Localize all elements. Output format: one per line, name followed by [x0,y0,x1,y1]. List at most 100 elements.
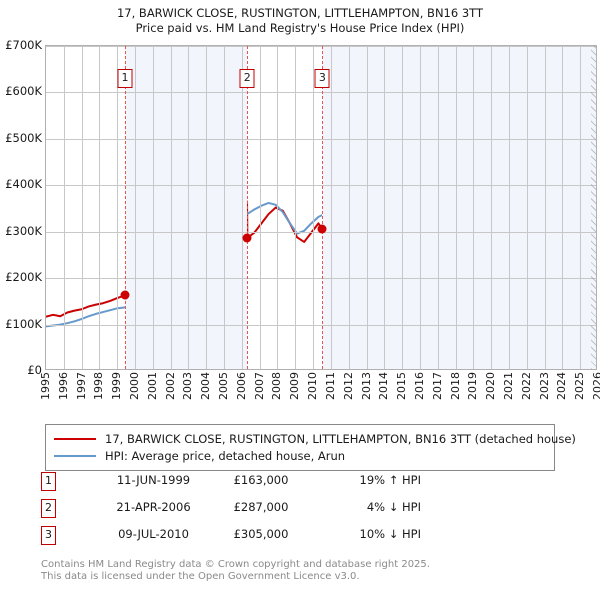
gridline [152,46,154,369]
x-axis-labels: 1995 1996 1997 1998 1999 2000 2001 2002 2003 2004… [39,372,600,422]
plot-area: 1 2 3 [45,45,597,370]
gridline [81,46,83,369]
transaction-date: 21-APR-2006 [116,500,191,514]
y-tick-label: £600K [5,84,42,99]
transaction-point[interactable] [242,233,252,243]
table-row: 2 21-APR-2006 £287,000 4% ↓ HPI [41,499,441,526]
y-tick-label: £400K [5,177,42,192]
transaction-price: £305,000 [233,527,289,541]
x-tick-label: 2013 [359,372,373,400]
y-tick-label: £500K [5,130,42,145]
gridline [63,46,65,369]
event-marker-1[interactable]: 1 [117,69,133,88]
title-line-2: Price paid vs. HM Land Registry's House … [135,21,465,35]
gridline [491,46,493,369]
event-vertical-line [247,46,249,369]
gridline [455,46,457,369]
transaction-date: 09-JUL-2010 [118,527,189,541]
transaction-price: £287,000 [233,500,289,514]
gridline [562,46,564,369]
x-tick-label: 2010 [306,372,320,400]
x-tick-label: 2024 [555,372,569,400]
legend-label: HPI: Average price, detached house, Arun [105,448,346,463]
x-tick-label: 2026 [591,372,600,400]
gridline [348,46,350,369]
title-line-1: 17, BARWICK CLOSE, RUSTINGTON, LITTLEHAM… [116,6,483,20]
y-tick-label: £100K [5,316,42,331]
gridline [580,46,582,369]
gridline [46,46,596,47]
x-tick-label: 1995 [39,372,52,400]
gridline [170,46,172,369]
transaction-hpi-delta: 19% ↑ HPI [359,473,421,487]
gridline [259,46,261,369]
gridline [419,46,421,369]
gridline [135,46,137,369]
y-tick-label: £0 [27,363,42,377]
x-tick-label: 2019 [466,372,480,400]
gridline [366,46,368,369]
x-tick-label: 1999 [110,372,124,400]
gridline [402,46,404,369]
chart-legend: 17, BARWICK CLOSE, RUSTINGTON, LITTLEHAM… [45,424,576,471]
x-tick-label: 1997 [74,372,88,400]
footer-line-2: This data is licensed under the Open Gov… [41,571,360,582]
gridline [330,46,332,369]
gridline [224,46,226,369]
y-axis-labels: £0 £100K £200K £300K £400K £500K £600K £700K [0,38,44,377]
x-tick-label: 1996 [56,372,70,400]
gridline [46,324,596,326]
footer-attribution: Contains HM Land Registry data © Crown c… [41,559,430,583]
x-tick-label: 2009 [288,372,302,400]
x-tick-label: 2005 [217,372,231,400]
gridline [277,46,279,369]
table-row: 1 11-JUN-1999 £163,000 19% ↑ HPI [41,472,441,499]
gridline [526,46,528,369]
x-tick-label: 2004 [199,372,213,400]
gridline [46,92,596,94]
x-tick-label: 2014 [377,372,391,400]
gridline [508,46,510,369]
legend-color-swatch [54,437,96,440]
gridline [188,46,190,369]
x-tick-label: 2015 [395,372,409,400]
gridline [46,185,596,187]
gridline [206,46,208,369]
transaction-index-badge[interactable]: 2 [41,499,56,518]
x-tick-label: 2018 [448,372,462,400]
transaction-index-badge[interactable]: 3 [41,526,56,545]
legend-color-swatch [54,454,96,457]
x-tick-label: 2021 [501,372,515,400]
incomplete-data-hatching [590,46,596,369]
x-tick-label: 2025 [573,372,587,400]
gridline [384,46,386,369]
x-tick-label: 2012 [341,372,355,400]
transaction-price: £163,000 [233,473,289,487]
gridline [437,46,439,369]
gridline [46,278,596,280]
legend-label: 17, BARWICK CLOSE, RUSTINGTON, LITTLEHAM… [105,431,576,446]
transaction-index-badge[interactable]: 1 [41,472,56,491]
x-tick-label: 2007 [252,372,266,400]
legend-item: 17, BARWICK CLOSE, RUSTINGTON, LITTLEHAM… [52,430,576,447]
page-title: 17, BARWICK CLOSE, RUSTINGTON, LITTLEHAM… [0,0,600,36]
x-tick-label: 2022 [519,372,533,400]
gridline [241,46,243,369]
x-tick-label: 2016 [412,372,426,400]
x-tick-label: 1998 [92,372,106,400]
gridline [473,46,475,369]
event-marker-3[interactable]: 3 [314,69,330,88]
ownership-band [322,46,596,369]
gridline [117,46,119,369]
y-tick-label: £200K [5,270,42,285]
x-tick-label: 2003 [181,372,195,400]
transaction-point[interactable] [120,290,130,300]
event-marker-2[interactable]: 2 [239,69,255,88]
event-vertical-line [125,46,127,369]
table-row: 3 09-JUL-2010 £305,000 10% ↓ HPI [41,526,441,553]
x-tick-label: 2011 [323,372,337,400]
legend-item: HPI: Average price, detached house, Arun [52,447,548,464]
x-tick-label: 2023 [537,372,551,400]
y-tick-label: £700K [5,38,42,52]
transaction-point[interactable] [317,224,327,234]
